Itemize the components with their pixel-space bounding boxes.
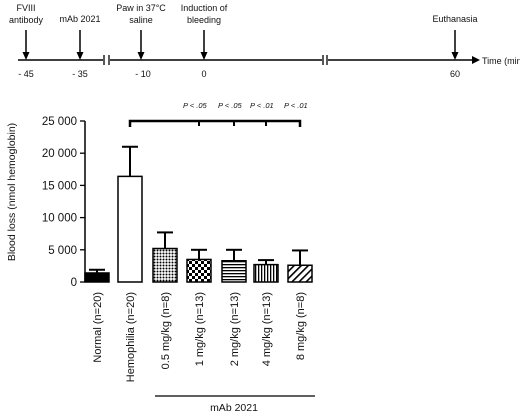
timeline-event: Euthanasia 60: [432, 14, 477, 79]
bar: [117, 175, 143, 283]
p-value-label: P < .01: [250, 101, 274, 110]
x-tick-label: 4 mg/kg (n=13): [261, 292, 273, 366]
bars: [84, 145, 313, 283]
event-label: saline: [129, 15, 153, 25]
bar: [287, 264, 313, 283]
event-arrowhead: [76, 52, 84, 60]
y-tick-label: 0: [71, 277, 77, 289]
bar-chart: Blood loss (nmol hemoglobin) 0 5 000 10 00…: [6, 101, 315, 414]
bar: [152, 247, 178, 283]
timeline-event: Induction of bleeding 0: [181, 3, 228, 79]
event-arrowhead: [137, 52, 145, 60]
event-tick-label: - 10: [135, 69, 151, 79]
x-tick-label: Hemophilia (n=20): [125, 292, 137, 382]
event-label: Induction of: [181, 3, 228, 13]
timeline-event: mAb 2021 - 35: [59, 14, 100, 79]
event-arrowhead: [451, 52, 459, 60]
timeline-arrowhead: [472, 56, 480, 64]
event-label: mAb 2021: [59, 14, 100, 24]
event-label: antibody: [9, 15, 44, 25]
event-tick-label: 60: [450, 69, 460, 79]
event-label: Euthanasia: [432, 14, 477, 24]
timeline-events: FVIII antibody - 45 mAb 2021 - 35 Paw in 37°C…: [9, 3, 478, 79]
x-tick-label: 2 mg/kg (n=13): [229, 292, 241, 366]
y-tick-label: 5 000: [48, 245, 77, 257]
comparison-bracket: [128, 119, 302, 127]
event-tick-label: 0: [201, 69, 206, 79]
event-tick-label: - 45: [18, 69, 34, 79]
event-arrowhead: [22, 52, 30, 60]
x-tick-label: 8 mg/kg (n=8): [295, 292, 307, 360]
bar: [186, 258, 212, 283]
y-tick-label: 20 000: [42, 148, 77, 160]
p-value-label: P < .05: [183, 101, 208, 110]
bar: [84, 272, 110, 283]
event-tick-label: - 35: [72, 69, 88, 79]
x-tick-label: 1 mg/kg (n=13): [194, 292, 206, 366]
timeline-event: Paw in 37°C saline - 10: [116, 3, 166, 79]
y-axis-label: Blood loss (nmol hemoglobin): [6, 123, 18, 261]
event-label: bleeding: [187, 15, 221, 25]
x-tick-labels: Normal (n=20) Hemophilia (n=20) 0.5 mg/kg …: [92, 292, 307, 382]
event-label: Paw in 37°C: [116, 3, 166, 13]
significance-brackets: P < .05 P < .05 P < .01 P < .01: [128, 101, 308, 127]
bar: [221, 259, 247, 283]
group-label: mAb 2021: [210, 402, 258, 414]
x-tick-label: Normal (n=20): [92, 292, 104, 363]
event-arrowhead: [200, 52, 208, 60]
timeline: Time (min) FVIII antibody - 45 mAb 2021 - 35…: [9, 3, 520, 79]
timeline-event: FVIII antibody - 45: [9, 3, 44, 79]
timeline-break: [103, 55, 328, 65]
event-label: FVIII: [16, 3, 35, 13]
p-value-label: P < .01: [284, 101, 308, 110]
p-value-label: P < .05: [218, 101, 243, 110]
timeline-axis-label: Time (min): [482, 56, 520, 66]
y-tick-label: 10 000: [42, 213, 77, 225]
y-tick-label: 15 000: [42, 180, 77, 192]
y-ticks: 0 5 000 10 000 15 000 20 000 25 000: [42, 116, 85, 289]
bar: [253, 263, 279, 283]
y-tick-label: 25 000: [42, 116, 77, 128]
x-tick-label: 0.5 mg/kg (n=8): [160, 292, 172, 369]
